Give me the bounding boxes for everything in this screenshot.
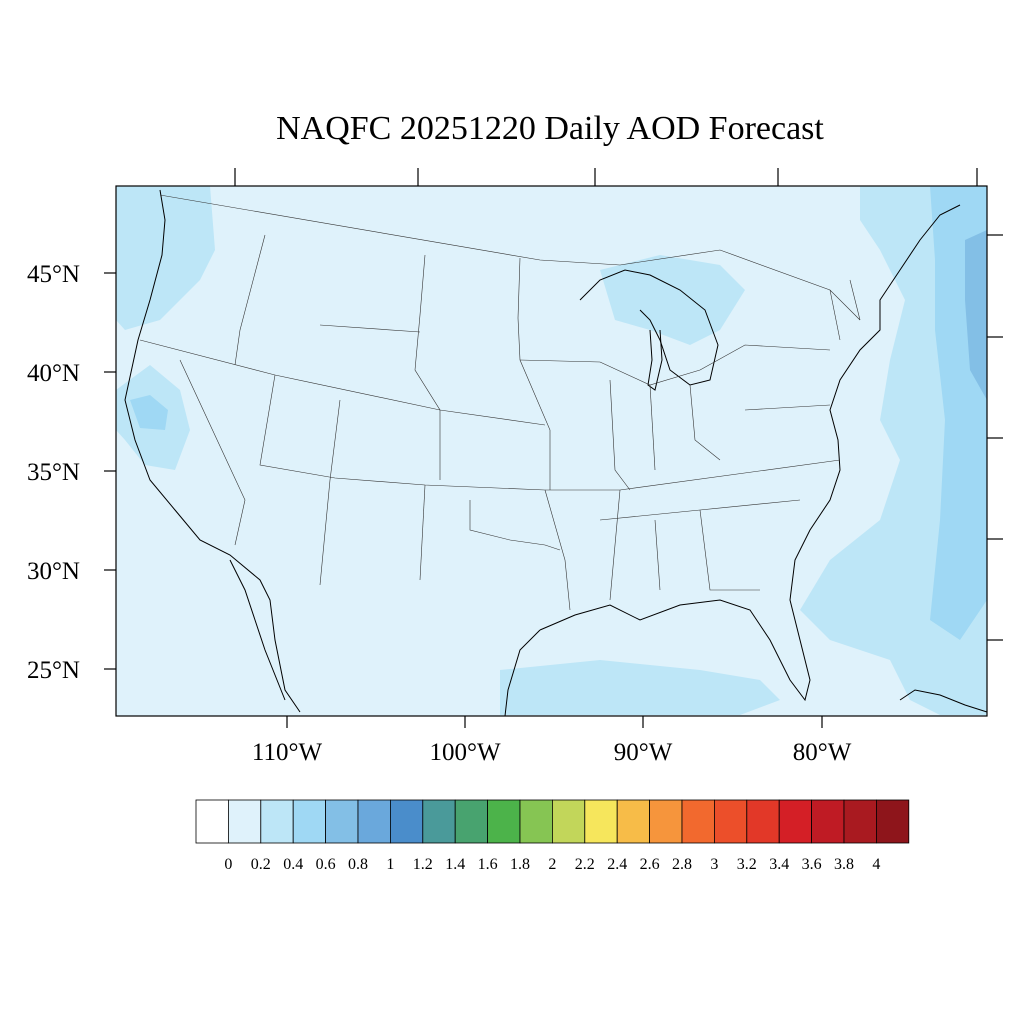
colorbar-label: 0.2 [251,856,271,873]
colorbar-swatch [519,799,553,844]
aod-contours [116,186,987,715]
lat-label: 35°N [27,459,80,486]
colorbar-label: 3.2 [737,856,757,873]
colorbar-swatch [778,799,813,844]
colorbar-label: 1.6 [478,856,498,873]
colorbar-swatch [811,799,845,844]
colorbar-swatch [584,799,618,844]
colorbar-swatch [681,799,715,844]
colorbar-swatch [454,799,489,844]
colorbar-label: 2.8 [672,856,692,873]
lon-label: 80°W [793,739,852,766]
colorbar: 0 0.2 0.4 0.6 0.8 1 1.2 1.4 1.6 1.8 2 2.2 2.4 2.6 2.8 3… [195,799,910,873]
colorbar-label: 1.8 [510,856,530,873]
colorbar-label: 3 [710,856,718,873]
colorbar-swatch [649,799,683,844]
colorbar-label: 1.2 [413,856,433,873]
latitude-labels: 45°N 40°N 35°N 30°N 25°N [27,261,80,684]
colorbar-swatch [227,799,262,844]
lon-label: 100°W [429,739,500,766]
colorbar-label: 0.6 [316,856,336,873]
lat-label: 30°N [27,558,80,585]
colorbar-swatch [487,799,521,844]
colorbar-swatch [876,799,910,844]
coastlines [124,189,988,717]
colorbar-label: 3.4 [769,856,789,873]
colorbar-swatch [389,799,424,844]
state-borders [139,194,861,611]
colorbar-label: 2.6 [640,856,660,873]
colorbar-swatch [616,799,651,844]
longitude-labels: 110°W 100°W 90°W 80°W [252,739,852,766]
colorbar-swatch [552,799,586,844]
colorbar-label: 3.6 [802,856,822,873]
colorbar-label: 0.8 [348,856,368,873]
colorbar-swatch [746,799,780,844]
lat-label: 25°N [27,657,80,684]
colorbar-swatch [195,799,229,844]
colorbar-swatch [260,799,294,844]
colorbar-swatch [292,799,327,844]
colorbar-label: 2.4 [607,856,627,873]
page-title: NAQFC 20251220 Daily AOD Forecast [276,110,824,147]
colorbar-label: 1.4 [445,856,465,873]
axis-ticks [104,168,1003,728]
lat-label: 40°N [27,360,80,387]
map-frame [115,185,988,717]
lon-label: 90°W [614,739,673,766]
colorbar-swatch [714,799,748,844]
colorbar-label: 4 [872,856,880,873]
colorbar-swatch [325,799,359,844]
lat-label: 45°N [27,261,80,288]
colorbar-label: 2.2 [575,856,595,873]
colorbar-label: 3.8 [834,856,854,873]
colorbar-label: 2 [548,856,556,873]
colorbar-label: 0.4 [283,856,303,873]
colorbar-swatch [422,799,456,844]
colorbar-label: 1 [386,856,394,873]
lon-label: 110°W [252,739,323,766]
colorbar-label: 0 [224,856,232,873]
colorbar-swatch [843,799,877,844]
colorbar-swatch [357,799,391,844]
